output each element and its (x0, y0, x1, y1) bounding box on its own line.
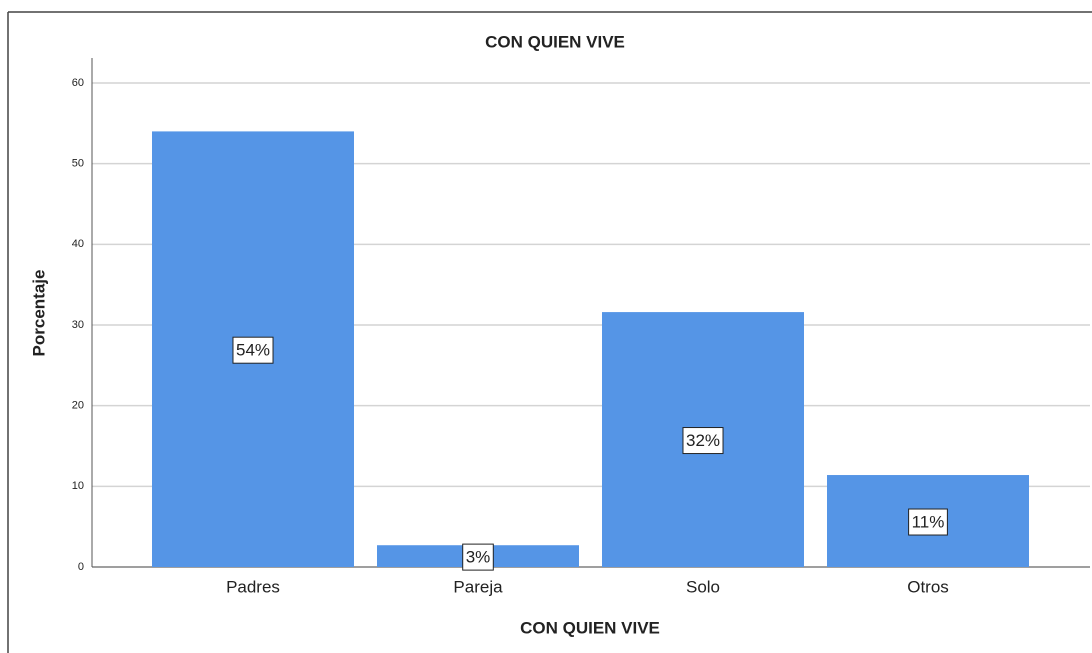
data-label: 11% (912, 513, 945, 532)
y-tick-label: 10 (72, 480, 84, 492)
data-label-box (908, 508, 948, 536)
y-tick-label: 20 (72, 400, 84, 412)
y-tick-label: 0 (78, 561, 84, 573)
data-label: 54% (236, 341, 270, 360)
data-label-box (232, 336, 274, 364)
chart-title: CON QUIEN VIVE (485, 32, 625, 51)
y-tick-label: 30 (72, 319, 84, 331)
data-label-box (682, 427, 724, 455)
x-axis-label: CON QUIEN VIVE (520, 618, 660, 637)
x-tick-label: Solo (686, 577, 720, 596)
x-tick-label: Pareja (453, 577, 503, 596)
data-label: 3% (466, 548, 491, 567)
y-tick-label: 40 (72, 238, 84, 250)
y-axis-label: Porcentaje (29, 270, 48, 357)
data-label-box (462, 543, 494, 571)
x-tick-label: Otros (907, 577, 949, 596)
x-tick-label: Padres (226, 577, 280, 596)
y-tick-label: 60 (72, 77, 84, 89)
data-label: 32% (686, 431, 720, 450)
y-tick-label: 50 (72, 158, 84, 170)
